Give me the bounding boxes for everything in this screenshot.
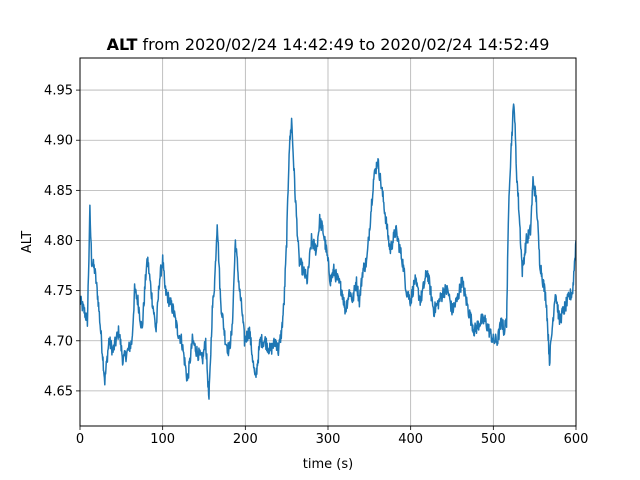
chart-title-bold: ALT: [107, 35, 138, 54]
chart-title-rest: from 2020/02/24 14:42:49 to 2020/02/24 1…: [137, 35, 549, 54]
y-tick-label: 4.80: [44, 234, 73, 249]
x-tick-label: 200: [233, 432, 258, 447]
alt-series-line: [80, 103, 576, 400]
y-tick-label: 4.85: [44, 184, 73, 199]
y-tick-label: 4.65: [44, 384, 73, 399]
series-layer: [80, 103, 576, 400]
x-tick-label: 500: [481, 432, 506, 447]
y-tick-label: 4.70: [44, 334, 73, 349]
x-tick-label: 600: [564, 432, 589, 447]
x-tick-label: 300: [316, 432, 341, 447]
y-tick-label: 4.75: [44, 284, 73, 299]
y-axis-label: ALT: [20, 231, 35, 253]
x-axis: 0 100 200 300 400 500 600: [76, 426, 589, 447]
chart-title: ALT from 2020/02/24 14:42:49 to 2020/02/…: [107, 35, 550, 54]
y-tick-label: 4.95: [44, 84, 73, 99]
x-axis-label: time (s): [303, 457, 353, 472]
y-axis: 4.65 4.70 4.75 4.80 4.85 4.90 4.95: [44, 84, 80, 399]
x-tick-label: 100: [150, 432, 175, 447]
y-tick-label: 4.90: [44, 134, 73, 149]
x-tick-label: 400: [398, 432, 423, 447]
grid: [79, 58, 577, 426]
x-tick-label: 0: [76, 432, 84, 447]
